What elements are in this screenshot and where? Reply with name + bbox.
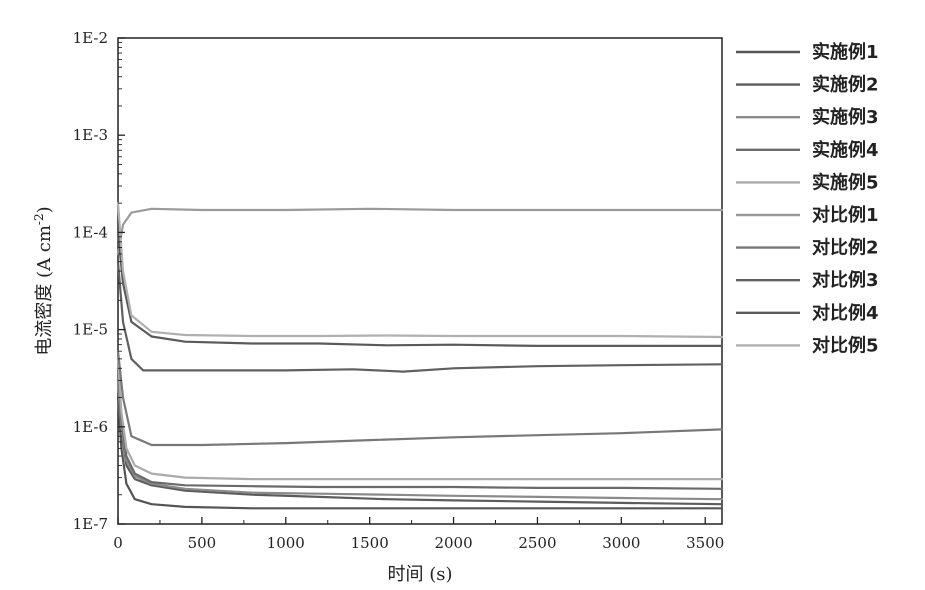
y-tick-label: 1E-7 (73, 515, 108, 533)
series-line-6 (116, 207, 724, 256)
x-tick-label: 3500 (686, 534, 724, 552)
series-line-2 (116, 379, 724, 506)
legend-label-10: 对比例5 (812, 334, 879, 356)
legend-label-5: 实施例5 (812, 171, 879, 193)
legend-label-3: 实施例3 (812, 106, 879, 128)
legend-label-7: 对比例2 (812, 237, 879, 259)
y-axis-title: 电流密度 (A cm-2) (32, 206, 55, 355)
legend-label-2: 实施例2 (812, 74, 879, 96)
series-line-4 (116, 367, 724, 490)
x-tick-label: 2500 (518, 534, 556, 552)
legend-label-6: 对比例1 (812, 204, 879, 226)
series-line-9 (116, 231, 724, 347)
x-tick-label: 1000 (267, 534, 305, 552)
y-tick-label: 1E-3 (73, 126, 108, 144)
y-axis-title-main: 电流密度 (A cm (34, 225, 55, 356)
series-layer (116, 202, 724, 510)
series-line-10 (116, 202, 724, 339)
series-line-5 (116, 357, 724, 481)
legend-label-4: 实施例4 (812, 139, 879, 161)
legend-label-8: 对比例3 (812, 269, 879, 291)
y-tick-label: 1E-5 (73, 321, 108, 339)
plot-frame (117, 37, 723, 525)
y-axis-title-superscript: -2 (32, 213, 46, 225)
series-line-7 (116, 350, 724, 447)
y-tick-label: 1E-2 (73, 29, 108, 47)
x-tick-label: 0 (113, 534, 123, 552)
legend-label-9: 对比例4 (812, 302, 879, 324)
x-tick-label: 3000 (602, 534, 640, 552)
axis-layer: 0 500 1000 1500 2000 2500 3000 3500 1E-7 1E-6 1E-5… (73, 29, 725, 552)
legend: 实施例1 实施例2 实施例3 实施例4 实施例5 对比例1 对比例2 对比例3 对比例4 对比例5 (736, 41, 879, 356)
x-tick-label: 500 (188, 534, 217, 552)
y-tick-label: 1E-6 (73, 418, 108, 436)
x-axis-title: 时间 (s) (387, 564, 452, 585)
x-tick-label: 2000 (434, 534, 472, 552)
legend-label-1: 实施例1 (812, 41, 879, 63)
y-axis-title-close: ) (34, 206, 55, 213)
series-line-3 (116, 379, 724, 501)
series-line-1 (116, 396, 724, 510)
y-tick-label: 1E-4 (73, 223, 108, 241)
series-line-8 (116, 260, 724, 373)
x-tick-label: 1500 (351, 534, 389, 552)
